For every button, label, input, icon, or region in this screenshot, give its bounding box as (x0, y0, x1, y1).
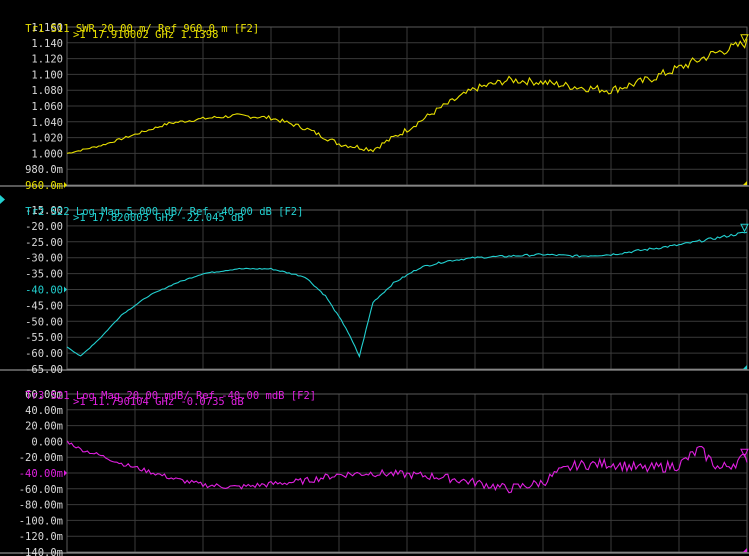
y-tick-label: 60.00m (25, 389, 63, 401)
marker-readout: >1 17.820003 GHz -22.045 dB (73, 212, 244, 224)
y-tick-label: -80.00m (19, 500, 63, 512)
y-tick-label: -50.00 (25, 316, 63, 328)
panel-frame (66, 26, 748, 186)
trace3-header[interactable]: Tr3 S21 Log Mag 20.00 mdB/ Ref -40.00 md… (0, 377, 316, 402)
y-tick-label: -60.00m (19, 484, 63, 496)
y-tick-label: -15.00 (25, 205, 63, 217)
y-tick-label: 1.040 (31, 117, 63, 129)
trace3-header-text: Tr3 S21 Log Mag 20.00 mdB/ Ref -40.00 md… (25, 390, 317, 402)
y-tick-label: 1.060 (31, 101, 63, 113)
y-tick-label: -120.0m (19, 531, 63, 543)
marker-readout: >1 17.910002 GHz 1.1398 (73, 29, 218, 41)
y-tick-label: -140.0m (19, 547, 63, 556)
y-tick-label: -45.00 (25, 300, 63, 312)
y-tick-label: -20.00m (19, 452, 63, 464)
marker-edge-indicator (743, 181, 747, 185)
marker-edge-indicator (743, 365, 747, 369)
y-tick-label: 0.000 (31, 436, 63, 448)
trace1-header-text: Tr1 S11 SWR 20.00 m/ Ref 960.0 m [F2] (25, 23, 260, 35)
ref-level-marker (64, 470, 67, 476)
y-tick-label: -65.00 (25, 364, 63, 376)
y-tick-label: 1.140 (31, 38, 63, 50)
y-tick-label: -35.00 (25, 269, 63, 281)
y-tick-label: -60.00 (25, 348, 63, 360)
active-trace-indicator (0, 195, 5, 204)
ref-level-marker (64, 182, 67, 188)
ref-level-marker (64, 286, 67, 293)
marker-edge-indicator (743, 548, 747, 552)
y-tick-label: 1.120 (31, 54, 63, 66)
trace2-header[interactable]: Tr2 S22 Log Mag 5.000 dB/ Ref -40.00 dB … (0, 193, 303, 218)
y-tick-label: -20.00 (25, 221, 63, 233)
trace-line (66, 38, 748, 154)
y-tick-label: 1.080 (31, 85, 63, 97)
y-tick-label: 20.00m (25, 421, 63, 433)
y-tick-label: 1.160 (31, 22, 63, 34)
y-tick-label: -55.00 (25, 332, 63, 344)
y-tick-label: 1.000 (31, 148, 63, 160)
trace-line (66, 440, 748, 494)
y-tick-label: 1.100 (31, 69, 63, 81)
y-tick-label: -100.0m (19, 515, 63, 527)
trace-line (66, 231, 748, 359)
y-tick-label: -25.00 (25, 237, 63, 249)
y-tick-label: 40.00m (25, 405, 63, 417)
marker-1-triangle (740, 223, 749, 233)
y-tick-label: 960.0m (25, 180, 63, 192)
trace2-header-text: Tr2 S22 Log Mag 5.000 dB/ Ref -40.00 dB … (25, 206, 304, 218)
marker-1-triangle (740, 34, 749, 43)
y-tick-label: 980.0m (25, 164, 63, 176)
y-tick-label: -40.00 (25, 285, 63, 297)
marker-1-triangle (740, 448, 749, 458)
marker-readout: >1 11.790104 GHz -0.0735 dB (73, 396, 244, 408)
y-tick-label: 1.020 (31, 133, 63, 145)
y-tick-label: -40.00m (19, 468, 63, 480)
y-tick-label: -30.00 (25, 253, 63, 265)
trace1-header[interactable]: Tr1 S11 SWR 20.00 m/ Ref 960.0 m [F2] (0, 10, 259, 35)
